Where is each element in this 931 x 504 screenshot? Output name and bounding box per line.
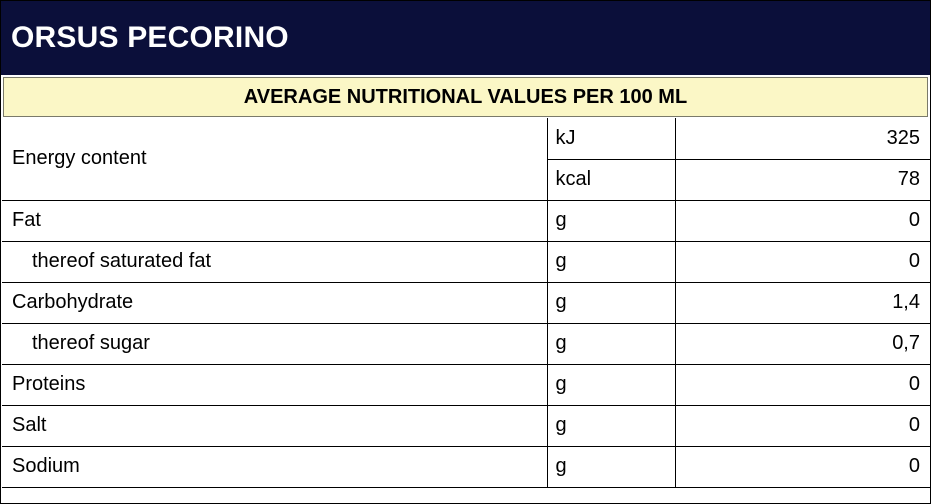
row-value: 0 [674, 240, 930, 283]
table-row: kcal 78 [2, 158, 930, 201]
table-row: thereof sugar g 0,7 [2, 322, 930, 365]
row-unit: kcal [547, 158, 676, 201]
table-row: Carbohydrate g 1,4 [2, 281, 930, 324]
row-unit: g [546, 240, 676, 283]
row-value: 0 [674, 363, 930, 406]
table-heading: AVERAGE NUTRITIONAL VALUES PER 100 ML [243, 85, 688, 108]
row-unit: g [546, 199, 676, 242]
row-value: 78 [674, 158, 930, 201]
table-row: Proteins g 0 [2, 363, 930, 406]
row-unit: g [546, 363, 676, 406]
row-label: Sodium [2, 445, 548, 488]
row-unit: g [546, 281, 676, 324]
table-row: Salt g 0 [2, 404, 930, 447]
row-value: 0 [674, 404, 930, 447]
row-label: thereof saturated fat [2, 240, 548, 283]
table-row: Energy content kJ 325 [2, 118, 930, 201]
row-value: 1,4 [674, 281, 930, 324]
table-heading-bar: AVERAGE NUTRITIONAL VALUES PER 100 ML [3, 77, 928, 117]
product-title-bar: ORSUS PECORINO [1, 1, 930, 75]
product-title: ORSUS PECORINO [11, 21, 289, 54]
row-label: Energy content [2, 118, 548, 201]
row-label: thereof sugar [2, 322, 548, 365]
row-unit: g [546, 322, 676, 365]
row-unit: kJ [546, 118, 676, 160]
row-label: Salt [2, 404, 548, 447]
row-value: 0 [674, 199, 930, 242]
row-value: 0 [674, 445, 930, 488]
row-value: 325 [674, 118, 930, 160]
row-label: Fat [2, 199, 548, 242]
nutrition-table: Energy content kJ 325 kcal 78 Fat g 0 th… [2, 118, 930, 488]
row-value: 0,7 [674, 322, 930, 365]
table-row: Sodium g 0 [2, 445, 930, 488]
table-row: Fat g 0 [2, 199, 930, 242]
row-unit: g [546, 445, 676, 488]
row-unit: g [546, 404, 676, 447]
table-row: thereof saturated fat g 0 [2, 240, 930, 283]
row-label: Proteins [2, 363, 548, 406]
row-label: Carbohydrate [2, 281, 548, 324]
